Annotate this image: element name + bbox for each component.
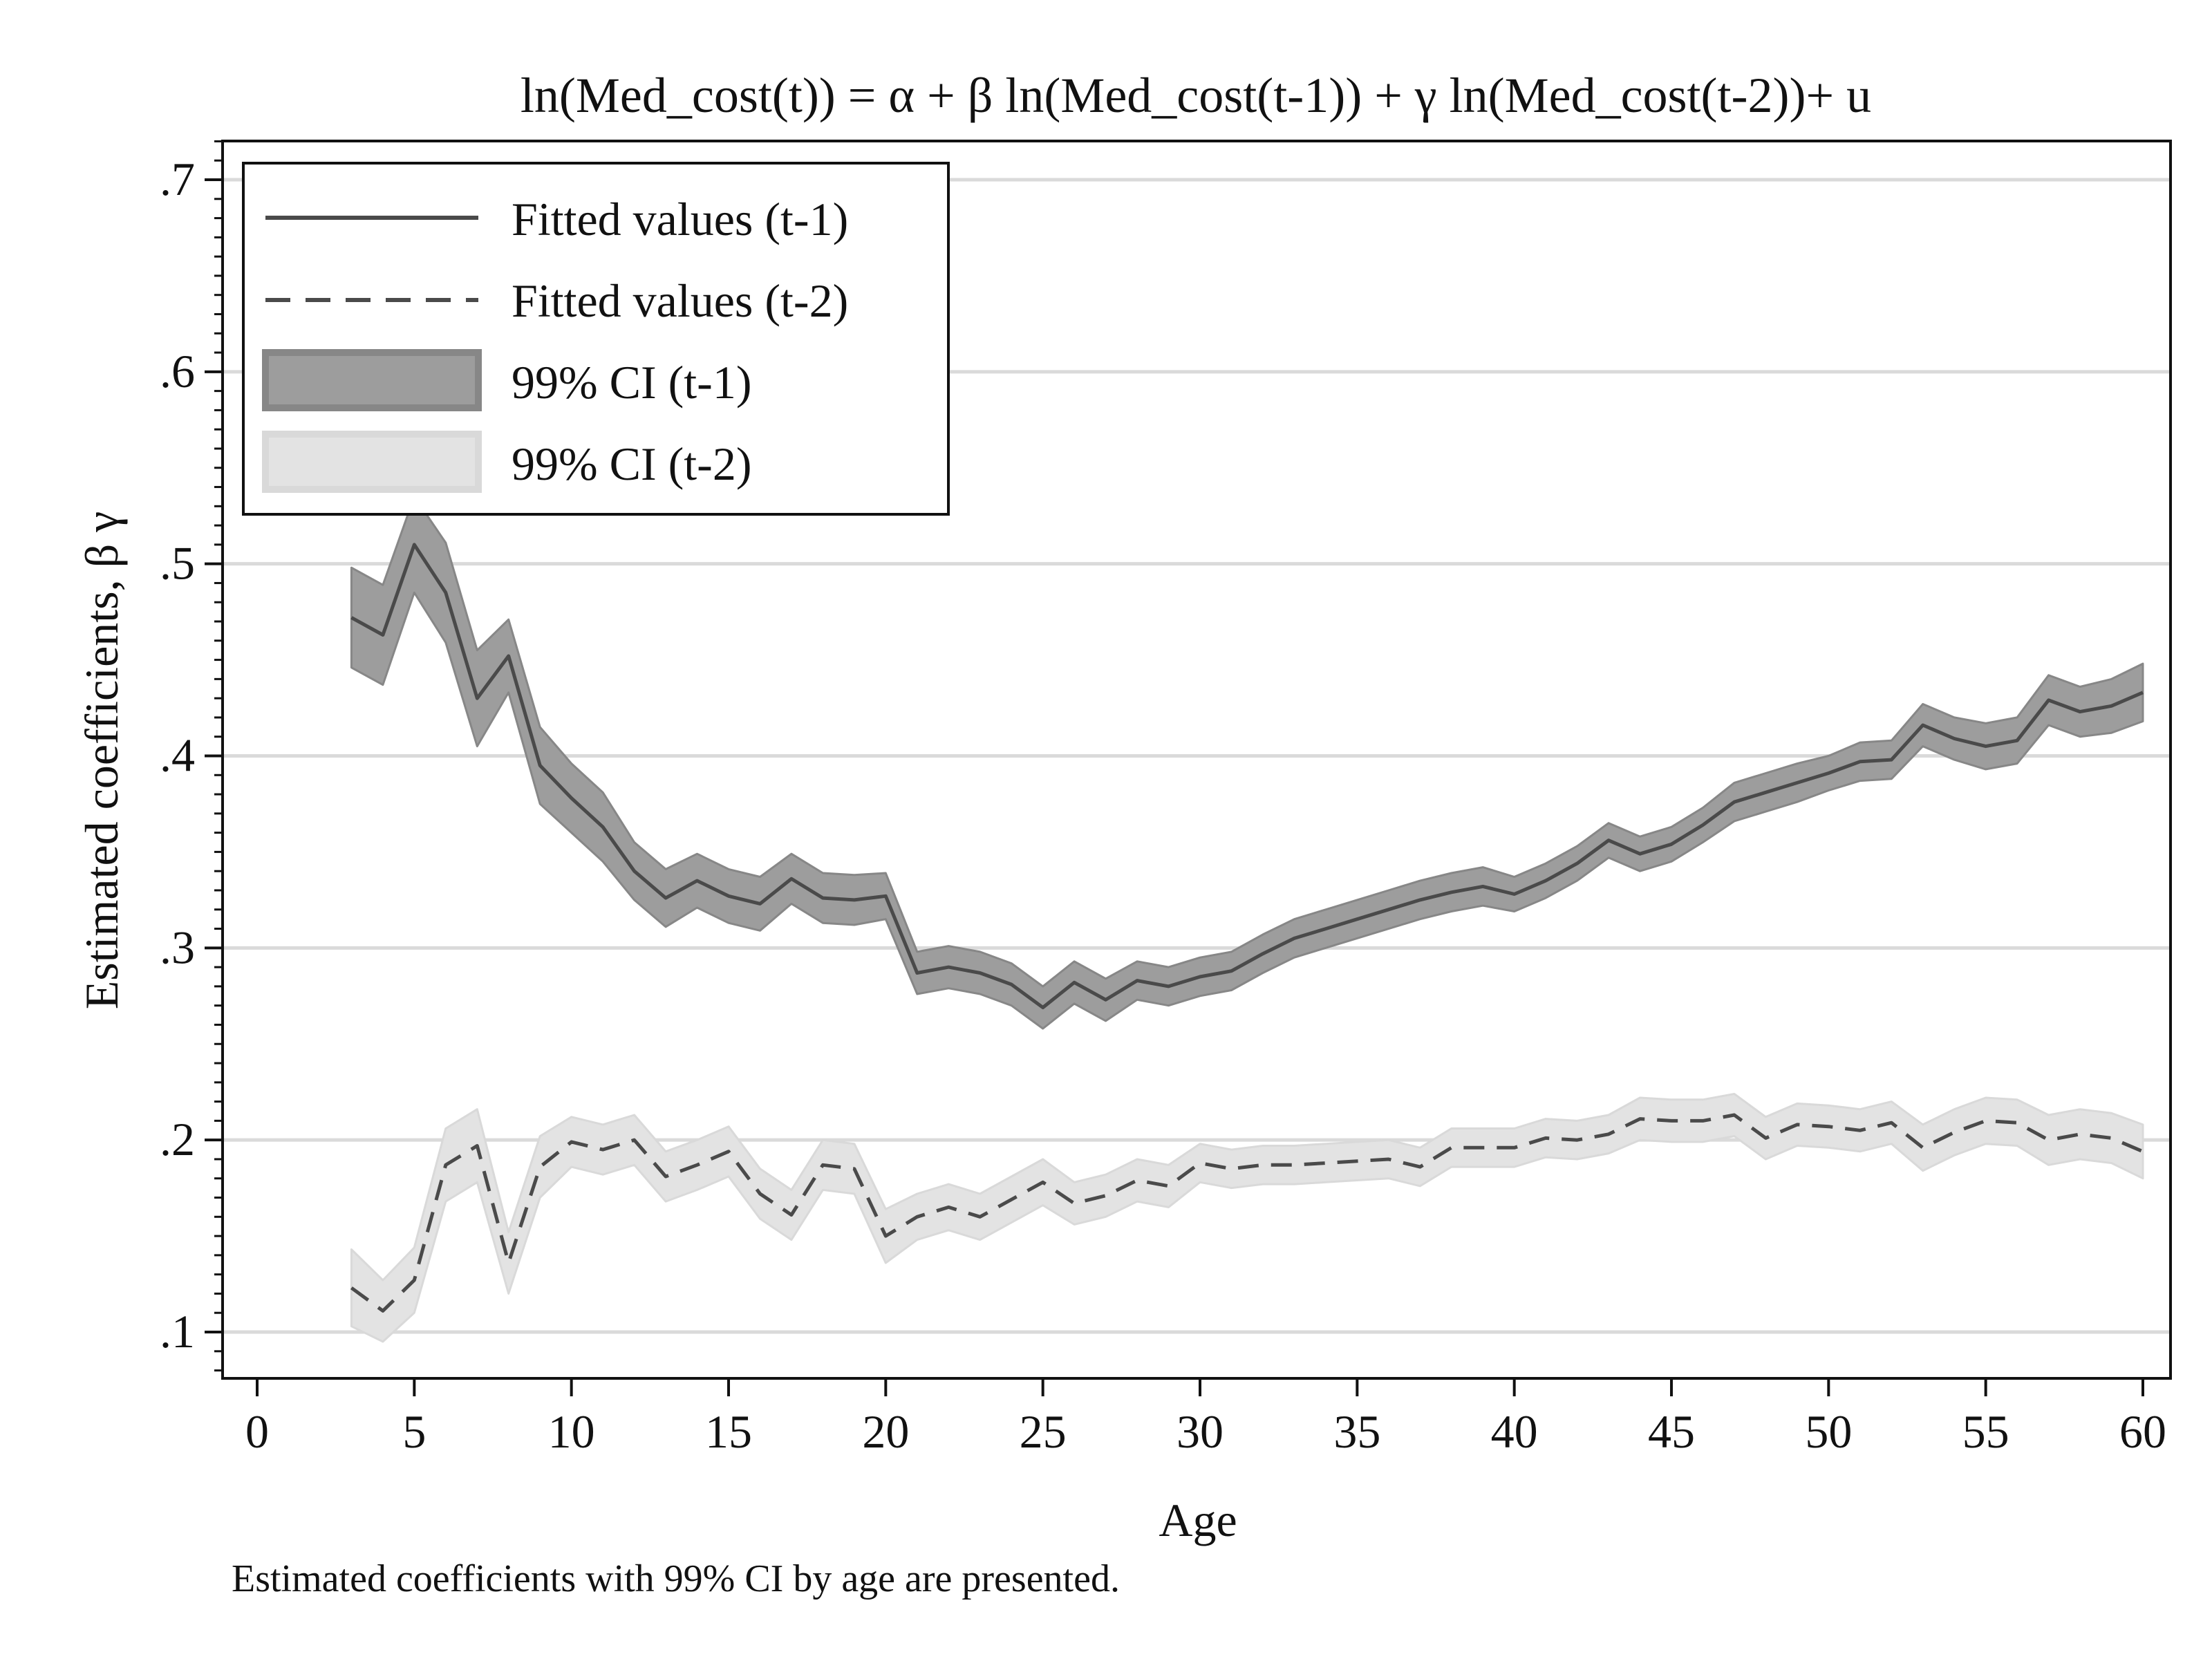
y-tick-label-0: .1 <box>160 1305 195 1358</box>
y-tick-label-3: .4 <box>160 729 195 782</box>
y-tick-label-6: .7 <box>160 153 195 205</box>
x-tick-label-7: 35 <box>1333 1405 1380 1458</box>
confidence-bands <box>350 495 2144 1343</box>
legend-label-fitted-t2: Fitted values (t-2) <box>512 274 848 327</box>
legend: Fitted values (t-1) Fitted values (t-2) … <box>242 162 950 516</box>
x-tick-label-12: 60 <box>2119 1405 2166 1458</box>
y-axis: .1 .2 .3 .4 .5 .6 .7 <box>160 140 223 1372</box>
legend-dark-band-icon <box>262 349 482 411</box>
ci-band-t2 <box>350 1093 2144 1343</box>
chart-note: Estimated coefficients with 99% CI by ag… <box>232 1557 1120 1600</box>
legend-label-ci-t1: 99% CI (t-1) <box>512 356 751 409</box>
x-tick-label-9: 45 <box>1648 1405 1695 1458</box>
x-tick-label-0: 0 <box>245 1405 269 1458</box>
chart-title: ln(Med_cost(t)) = α + β ln(Med_cost(t-1)… <box>521 68 1871 123</box>
x-tick-label-5: 25 <box>1020 1405 1067 1458</box>
x-tick-label-2: 10 <box>548 1405 595 1458</box>
y-tick-label-2: .3 <box>160 921 195 973</box>
fitted-line-t1 <box>350 543 2144 1009</box>
fitted-lines <box>350 543 2144 1313</box>
fitted-line-t2 <box>350 1113 2144 1313</box>
x-tick-label-1: 5 <box>402 1405 426 1458</box>
x-axis-title: Age <box>1159 1494 1237 1546</box>
ci-band-t1 <box>350 495 2144 1030</box>
x-tick-label-8: 40 <box>1491 1405 1538 1458</box>
x-tick-label-4: 20 <box>862 1405 909 1458</box>
x-tick-label-11: 55 <box>1962 1405 2009 1458</box>
y-tick-label-5: .6 <box>160 345 195 397</box>
x-tick-label-3: 15 <box>705 1405 752 1458</box>
y-axis-title: Estimated coefficients, β γ <box>75 512 128 1010</box>
x-tick-label-10: 50 <box>1805 1405 1852 1458</box>
legend-label-ci-t2: 99% CI (t-2) <box>512 438 751 490</box>
legend-light-band-icon <box>262 431 482 493</box>
x-axis: 0 5 10 15 20 25 30 35 40 45 50 55 60 <box>245 1378 2166 1458</box>
y-tick-label-4: .5 <box>160 537 195 590</box>
y-tick-label-1: .2 <box>160 1113 195 1165</box>
x-tick-label-6: 30 <box>1177 1405 1224 1458</box>
legend-label-fitted-t1: Fitted values (t-1) <box>512 193 848 245</box>
plot-frame <box>221 140 2172 1380</box>
